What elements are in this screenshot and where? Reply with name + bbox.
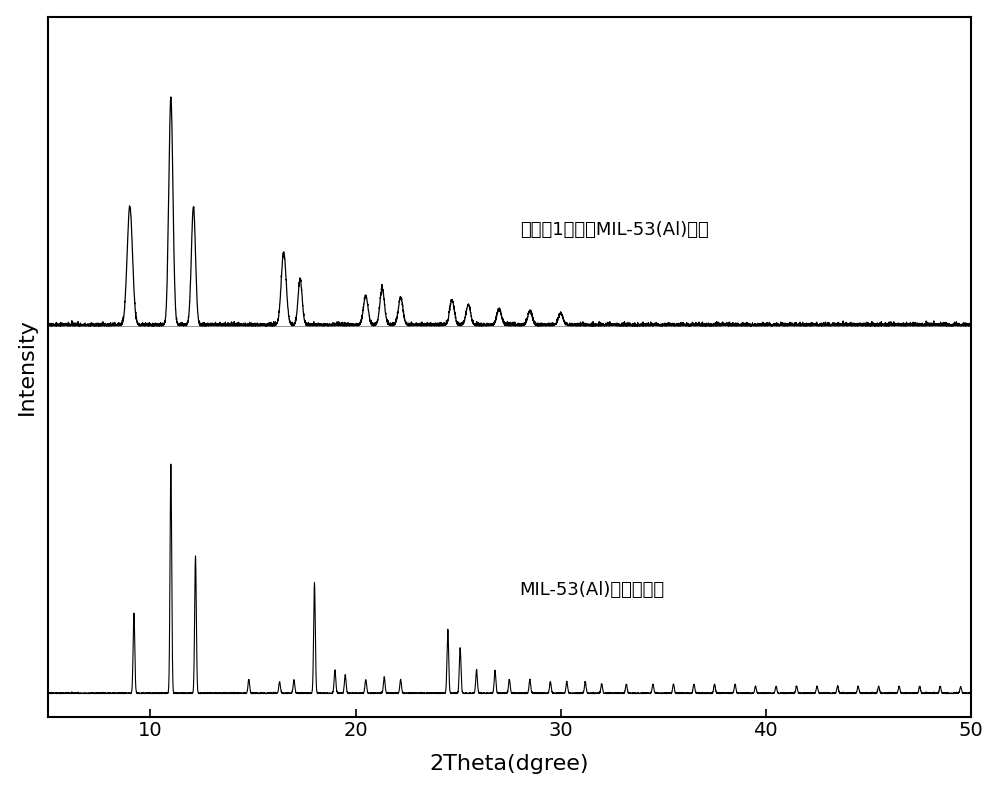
Text: 实施例1制备的MIL-53(Al)谱图: 实施例1制备的MIL-53(Al)谱图 bbox=[520, 221, 708, 239]
Y-axis label: Intensity: Intensity bbox=[17, 318, 37, 415]
X-axis label: 2Theta(dgree): 2Theta(dgree) bbox=[430, 755, 589, 774]
Text: MIL-53(Al)的标准谱图: MIL-53(Al)的标准谱图 bbox=[520, 581, 665, 600]
